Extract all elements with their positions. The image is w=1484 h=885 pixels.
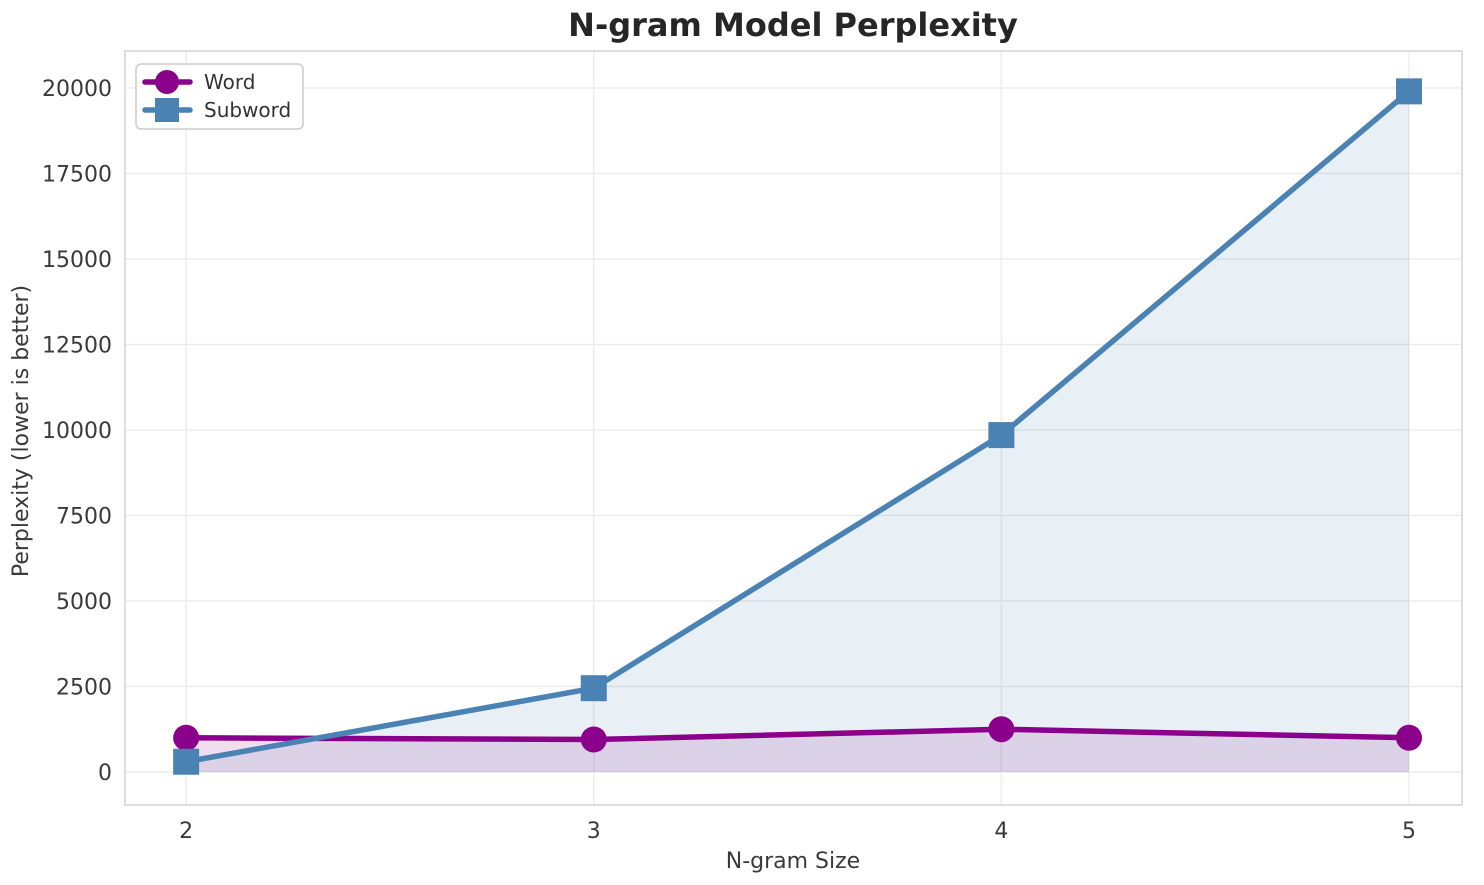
legend-item-subword: Subword — [142, 98, 291, 122]
y-axis-label: Perplexity (lower is better) — [9, 285, 34, 577]
x-tick-label: 5 — [1402, 819, 1416, 844]
y-tick-label: 12500 — [42, 333, 112, 358]
x-tick-label: 4 — [994, 819, 1008, 844]
x-tick-label: 2 — [179, 819, 193, 844]
y-tick-label: 15000 — [42, 248, 112, 273]
subword-area-fill — [186, 91, 1410, 772]
subword-line — [183, 88, 1412, 765]
word-line — [183, 726, 1412, 743]
y-tick-label: 10000 — [42, 419, 112, 444]
plot-area: 0 2500 5000 7500 10000 12500 15000 17500 20000 2 3… — [42, 50, 1463, 844]
y-tick-label: 7500 — [56, 504, 112, 529]
plot-frame — [124, 50, 1463, 806]
legend-label: Word — [204, 70, 255, 94]
word-marker — [173, 724, 200, 751]
legend-label: Subword — [204, 98, 291, 122]
subword-marker — [173, 748, 200, 775]
word-marker — [1396, 724, 1423, 751]
subword-marker — [1396, 78, 1423, 105]
legend-circle-marker-icon — [155, 70, 179, 94]
legend: Word Subword — [135, 63, 304, 130]
y-tick-label: 20000 — [42, 77, 112, 102]
chart-title: N-gram Model Perplexity — [568, 6, 1018, 44]
y-tick-label: 2500 — [56, 675, 112, 700]
y-tick-label: 5000 — [56, 590, 112, 615]
y-tick-label: 17500 — [42, 162, 112, 187]
x-axis-label: N-gram Size — [726, 849, 860, 874]
legend-item-word: Word — [142, 70, 255, 94]
word-marker — [988, 716, 1015, 743]
subword-marker — [580, 675, 607, 702]
legend-square-marker-icon — [155, 98, 179, 122]
word-marker — [580, 726, 607, 753]
subword-marker — [988, 422, 1015, 449]
y-tick-label: 0 — [98, 761, 112, 786]
x-tick-label: 3 — [587, 819, 601, 844]
